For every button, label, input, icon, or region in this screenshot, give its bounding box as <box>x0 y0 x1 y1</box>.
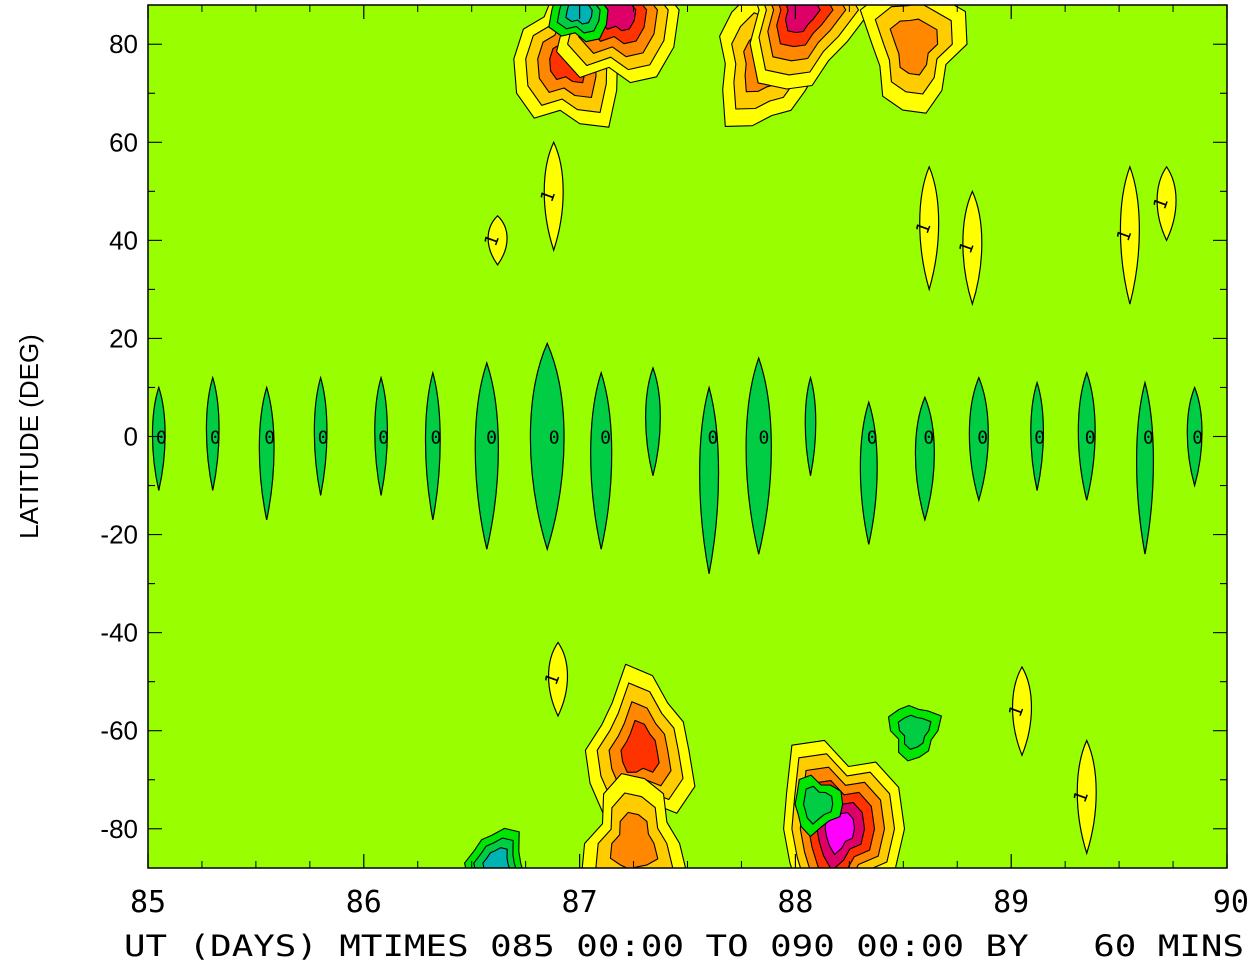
x-tick-label: 85 <box>130 885 166 920</box>
polar-minimum-2-level-2 <box>802 785 834 825</box>
y-tick-label: 20 <box>109 323 138 353</box>
contour-label: 0 <box>210 428 221 449</box>
y-tick-label: -80 <box>100 814 138 844</box>
equatorial-minimum-3 <box>313 375 328 496</box>
contour-label: 0 <box>1085 428 1096 449</box>
axis-ticks <box>147 5 1228 868</box>
contour-label: 0 <box>867 428 878 449</box>
equatorial-minimum-7 <box>529 341 565 552</box>
polar-maximum-3-level-5 <box>784 5 821 34</box>
contour-label: 0 <box>600 428 611 449</box>
equatorial-minimum-2 <box>258 385 275 520</box>
contour-label: 0 <box>1192 428 1203 449</box>
polar-maximum-4-level-3 <box>889 18 939 76</box>
equatorial-minimum-4 <box>374 375 388 496</box>
contour-label: 0 <box>430 428 441 449</box>
equatorial-minimum-13 <box>859 400 878 545</box>
midlatitude-ridge-1 <box>543 140 564 253</box>
equatorial-minimum-1 <box>205 375 220 491</box>
contour-label: 0 <box>923 428 934 449</box>
equatorial-minimum-11 <box>745 356 772 555</box>
contour-label: 0 <box>758 428 769 449</box>
contour-label: 0 <box>486 428 497 449</box>
equatorial-minimum-9 <box>645 366 661 476</box>
y-tick-label: -60 <box>100 716 138 746</box>
polar-minimum-1-level-3 <box>482 847 510 868</box>
y-axis-title: LATITUDE (DEG) <box>14 334 44 539</box>
equatorial-minimum-0 <box>151 385 166 491</box>
equatorial-minimum-6 <box>474 361 499 550</box>
plot-background <box>148 5 1227 868</box>
x-tick-label: 88 <box>777 885 813 920</box>
equatorial-minimum-14 <box>914 395 935 523</box>
midlatitude-ridge-7 <box>1011 665 1033 757</box>
y-tick-label: 80 <box>109 29 138 59</box>
y-tick-label: 60 <box>109 127 138 157</box>
polar-maximum-7-level-3 <box>609 811 659 868</box>
y-tick-labels: 80 60 40 20 0 -20 -40 -60 -80 <box>100 29 138 844</box>
x-tick-label: 89 <box>993 885 1029 920</box>
midlatitude-ridge-3 <box>962 189 983 307</box>
contour-label: 0 <box>977 428 988 449</box>
y-tick-label: 40 <box>109 225 138 255</box>
contour-label: 0 <box>708 428 719 449</box>
midlatitude-ridge-8 <box>1076 739 1097 856</box>
equatorial-minimum-19 <box>1186 385 1203 488</box>
contour-label: 0 <box>264 428 275 449</box>
y-tick-label: 0 <box>124 422 138 452</box>
x-tick-labels: 85 86 87 88 89 90 <box>130 885 1249 920</box>
contour-label: 0 <box>1034 428 1045 449</box>
equatorial-minimum-10 <box>699 385 720 574</box>
midlatitude-ridge-0 <box>487 215 508 266</box>
midlatitude-ridge-6 <box>548 641 568 718</box>
midlatitude-ridge-2 <box>919 165 940 292</box>
midlatitude-ridge-4 <box>1119 165 1140 305</box>
x-tick-label: 86 <box>346 885 382 920</box>
contour-label: 0 <box>318 428 329 449</box>
contour-label: 0 <box>378 428 389 449</box>
y-tick-label: -20 <box>100 520 138 550</box>
x-tick-label: 90 <box>1213 885 1249 920</box>
equatorial-minimum-16 <box>1030 380 1044 491</box>
y-tick-label: -40 <box>100 618 138 648</box>
equatorial-minimum-12 <box>804 375 817 476</box>
equatorial-minimum-8 <box>590 370 613 550</box>
x-axis-title: UT (DAYS) MTIMES 085 00:00 TO 090 00:00 … <box>124 929 1244 963</box>
x-tick-label: 87 <box>562 885 598 920</box>
midlatitude-ridge-5 <box>1156 165 1177 242</box>
polar-maximum-5-level-4 <box>620 719 660 773</box>
equatorial-minimum-15 <box>968 376 989 503</box>
contour-label: 0 <box>156 428 167 449</box>
equatorial-minimum-18 <box>1135 380 1155 555</box>
contour-label: 0 <box>1143 428 1154 449</box>
contour-label: 0 <box>549 428 560 449</box>
equatorial-minimum-5 <box>424 370 441 520</box>
polar-minimum-3-level-2 <box>897 714 932 750</box>
equatorial-minimum-17 <box>1077 370 1096 501</box>
